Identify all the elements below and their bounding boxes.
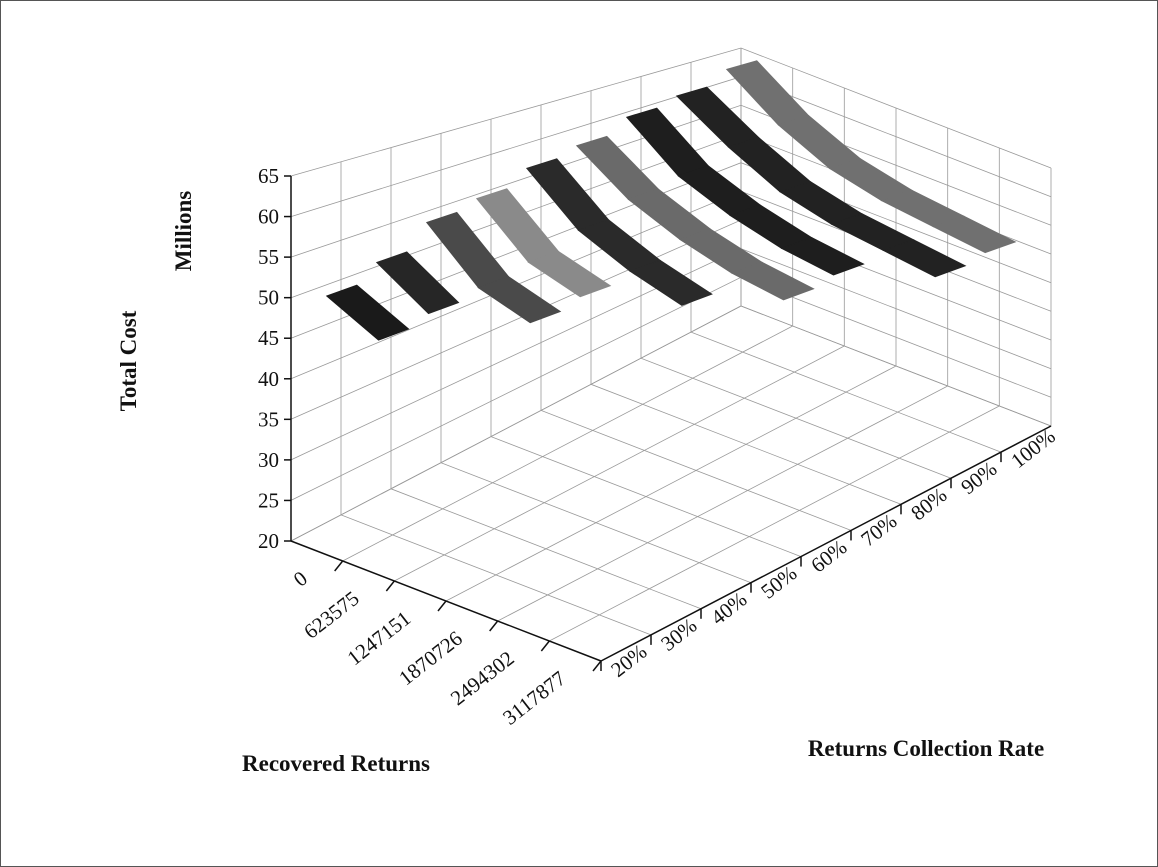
x-tick-label: 40% xyxy=(706,587,751,630)
x-tick-label: 20% xyxy=(606,639,651,682)
axis-line xyxy=(600,425,1052,662)
ribbon-segment xyxy=(777,115,862,170)
x-tick-label: 70% xyxy=(856,509,901,552)
z-tick-label: 2494302 xyxy=(446,646,519,710)
x-axis-title: Returns Collection Rate xyxy=(808,736,1044,761)
y-tick-label: 50 xyxy=(258,286,279,310)
y-tick-label: 25 xyxy=(258,488,279,512)
x-tick-label: 60% xyxy=(806,535,851,578)
ribbon-segment xyxy=(882,239,967,278)
ribbon-segment xyxy=(629,259,713,306)
z-tick-label: 0 xyxy=(289,566,312,591)
ribbon-segment xyxy=(675,86,760,148)
ribbon-segment xyxy=(527,250,612,298)
x-tick-label: 30% xyxy=(656,613,701,656)
z-tick xyxy=(385,580,395,592)
ribbon-segment xyxy=(625,107,710,177)
ribbon-segment xyxy=(425,211,510,289)
ribbon-segment xyxy=(730,261,815,301)
y-tick-label: 30 xyxy=(258,448,279,472)
ribbon-segment xyxy=(525,158,610,231)
y-tick-label: 20 xyxy=(258,529,279,553)
y-axis-units: Millions xyxy=(171,191,196,272)
x-tick-label: 90% xyxy=(956,456,1001,499)
y-tick-label: 60 xyxy=(258,205,279,229)
y-tick-label: 35 xyxy=(258,407,279,431)
grid-line xyxy=(290,276,1052,501)
z-tick-label: 623575 xyxy=(299,586,363,644)
z-tick-label: 3117877 xyxy=(498,666,570,730)
z-tick xyxy=(592,660,602,672)
x-tick-label: 80% xyxy=(906,483,951,526)
ribbon-segment xyxy=(477,276,562,324)
z-tick-label: 1870726 xyxy=(394,626,467,690)
y-tick-label: 45 xyxy=(258,326,279,350)
z-tick xyxy=(489,620,499,632)
wall-grid xyxy=(342,68,794,562)
z-tick xyxy=(437,600,447,612)
y-tick-label: 55 xyxy=(258,245,279,269)
ribbon-segment xyxy=(575,135,660,200)
ribbon-segment xyxy=(325,284,410,341)
x-tick-label: 50% xyxy=(756,561,801,604)
y-tick-label: 40 xyxy=(258,367,279,391)
ribbon-segment xyxy=(375,251,460,315)
x-tick-label: 100% xyxy=(1006,424,1059,473)
ribbon-segment xyxy=(780,237,865,276)
z-tick xyxy=(540,640,550,652)
ribbon-segment xyxy=(932,215,1017,254)
y-tick-label: 65 xyxy=(258,164,279,188)
z-axis-title: Recovered Returns xyxy=(242,751,430,776)
z-tick-label: 1247151 xyxy=(343,606,416,670)
z-tick xyxy=(334,560,344,572)
y-axis-title: Total Cost xyxy=(116,310,141,411)
